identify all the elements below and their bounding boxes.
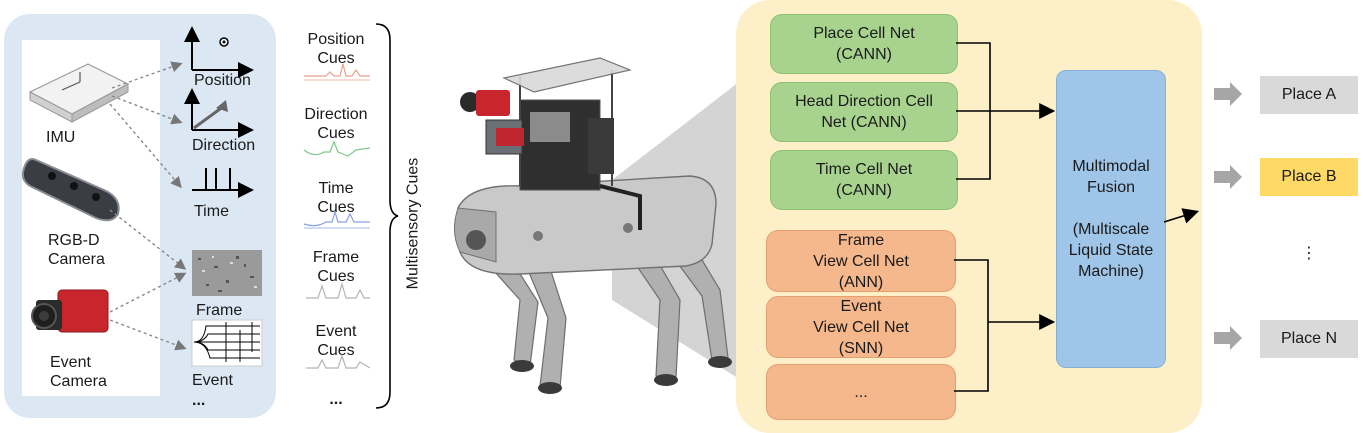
event-signal-label: Event bbox=[192, 372, 233, 389]
rgbd-camera-label: RGB-D Camera bbox=[48, 232, 105, 268]
frame-view-cell-net-box: Frame View Cell Net (ANN) bbox=[766, 230, 956, 292]
direction-signal-label: Direction bbox=[192, 137, 256, 154]
event-camera-icon bbox=[31, 289, 109, 333]
direction-plot bbox=[184, 88, 254, 138]
event-cue-trace bbox=[306, 354, 371, 369]
event-spike-plot bbox=[191, 319, 263, 367]
places-vertical-ellipsis: ⋮ bbox=[1301, 245, 1317, 262]
cue-ellipsis: ... bbox=[329, 391, 343, 408]
event-cam-to-frame-arrow bbox=[109, 272, 187, 313]
cue-label-frame: Frame Cues bbox=[312, 249, 360, 285]
cue-label-position: Position Cues bbox=[307, 31, 365, 67]
cue-label-event: Event Cues bbox=[315, 323, 357, 359]
event-view-cell-net-box: Event View Cell Net (SNN) bbox=[766, 296, 956, 358]
frame-cue-trace bbox=[306, 281, 370, 299]
time-signal-label: Time bbox=[194, 203, 229, 220]
cue-label-direction: Direction Cues bbox=[304, 106, 368, 142]
place-n-output: Place N bbox=[1260, 320, 1358, 358]
head-direction-cell-net-box: Head Direction Cell Net (CANN) bbox=[770, 82, 958, 142]
direction-vector bbox=[193, 104, 225, 130]
direction-cue-trace bbox=[303, 140, 371, 157]
fusion-output-arrow bbox=[1163, 208, 1200, 224]
imu-to-direction-arrow bbox=[111, 95, 183, 125]
place-a-output: Place A bbox=[1260, 76, 1358, 114]
time-plot bbox=[192, 168, 254, 198]
imu-to-position-arrow bbox=[111, 61, 183, 89]
position-plot bbox=[184, 26, 254, 78]
position-cue-trace bbox=[304, 63, 370, 77]
cues-brace bbox=[375, 23, 399, 409]
output-arrows bbox=[1214, 82, 1242, 350]
rgbd-to-frame-arrow bbox=[109, 209, 187, 270]
place-b-output: Place B bbox=[1260, 158, 1358, 196]
time-cue-trace bbox=[303, 209, 370, 227]
event-cam-to-event-arrow bbox=[109, 319, 187, 351]
place-cell-net-box: Place Cell Net (CANN) bbox=[770, 14, 958, 74]
imu-device-icon bbox=[28, 63, 130, 123]
multimodal-fusion-box: Multimodal Fusion (Multiscale Liquid Sta… bbox=[1056, 70, 1166, 368]
event-camera-label: Event Camera bbox=[50, 354, 107, 390]
frame-image bbox=[192, 250, 262, 296]
sensor-ellipsis: ... bbox=[192, 392, 206, 409]
frame-signal-label: Frame bbox=[196, 302, 243, 319]
view-bracket bbox=[954, 259, 989, 392]
position-signal-label: Position bbox=[194, 72, 251, 89]
more-view-cell-nets-box: ... bbox=[766, 364, 956, 420]
cue-label-time: Time Cues bbox=[317, 180, 355, 216]
imu-label: IMU bbox=[46, 129, 76, 146]
rgbd-camera-icon bbox=[21, 158, 120, 222]
time-cell-net-box: Time Cell Net (CANN) bbox=[770, 150, 958, 210]
